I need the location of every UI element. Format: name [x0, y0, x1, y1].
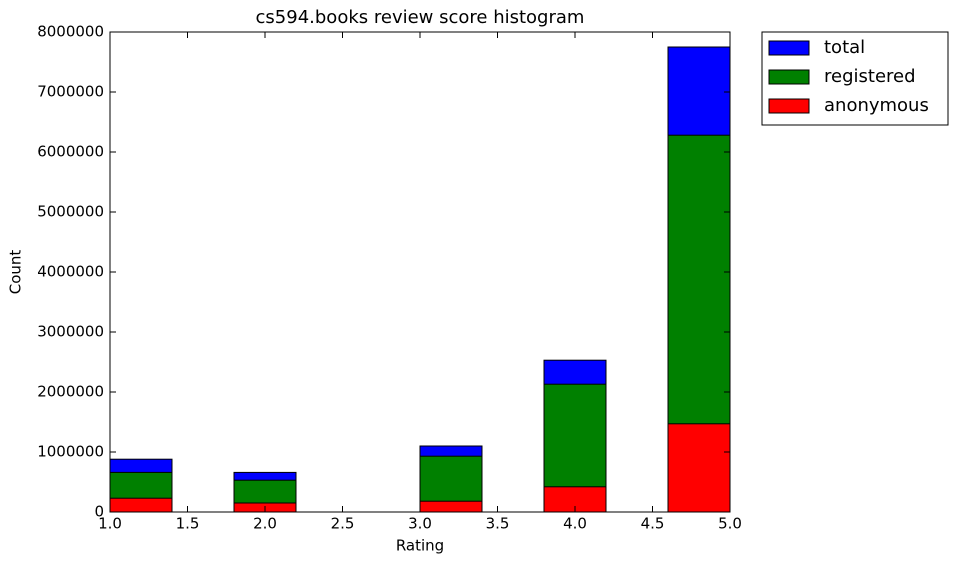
x-tick-label: 1.5: [176, 515, 200, 533]
y-tick-label: 2000000: [37, 383, 104, 401]
x-axis-label: Rating: [396, 537, 444, 555]
y-tick-label: 7000000: [37, 83, 104, 101]
x-tick-label: 2.0: [253, 515, 277, 533]
y-tick-label: 6000000: [37, 143, 104, 161]
y-axis-label: Count: [7, 250, 25, 295]
x-tick-label: 3.5: [486, 515, 510, 533]
y-tick-label: 5000000: [37, 203, 104, 221]
chart-title: cs594.books review score histogram: [256, 7, 585, 28]
y-tick-label: 3000000: [37, 323, 104, 341]
legend-swatch: [768, 69, 810, 85]
bar: [667, 423, 731, 513]
legend-swatch: [768, 98, 810, 114]
legend-swatch: [768, 40, 810, 56]
legend-label: total: [824, 37, 865, 58]
x-tick-label: 4.5: [641, 515, 665, 533]
x-tick-label: 5.0: [718, 515, 742, 533]
y-tick-label: 1000000: [37, 443, 104, 461]
y-tick-label: 0: [94, 503, 104, 521]
bar: [419, 500, 483, 513]
legend-label: registered: [824, 66, 916, 87]
legend-label: anonymous: [824, 95, 929, 116]
x-tick-label: 2.5: [331, 515, 355, 533]
y-tick-label: 4000000: [37, 263, 104, 281]
y-tick-label: 8000000: [37, 23, 104, 41]
bar: [109, 497, 173, 513]
x-tick-label: 3.0: [408, 515, 432, 533]
x-tick-label: 1.0: [98, 515, 122, 533]
x-tick-label: 4.0: [563, 515, 587, 533]
